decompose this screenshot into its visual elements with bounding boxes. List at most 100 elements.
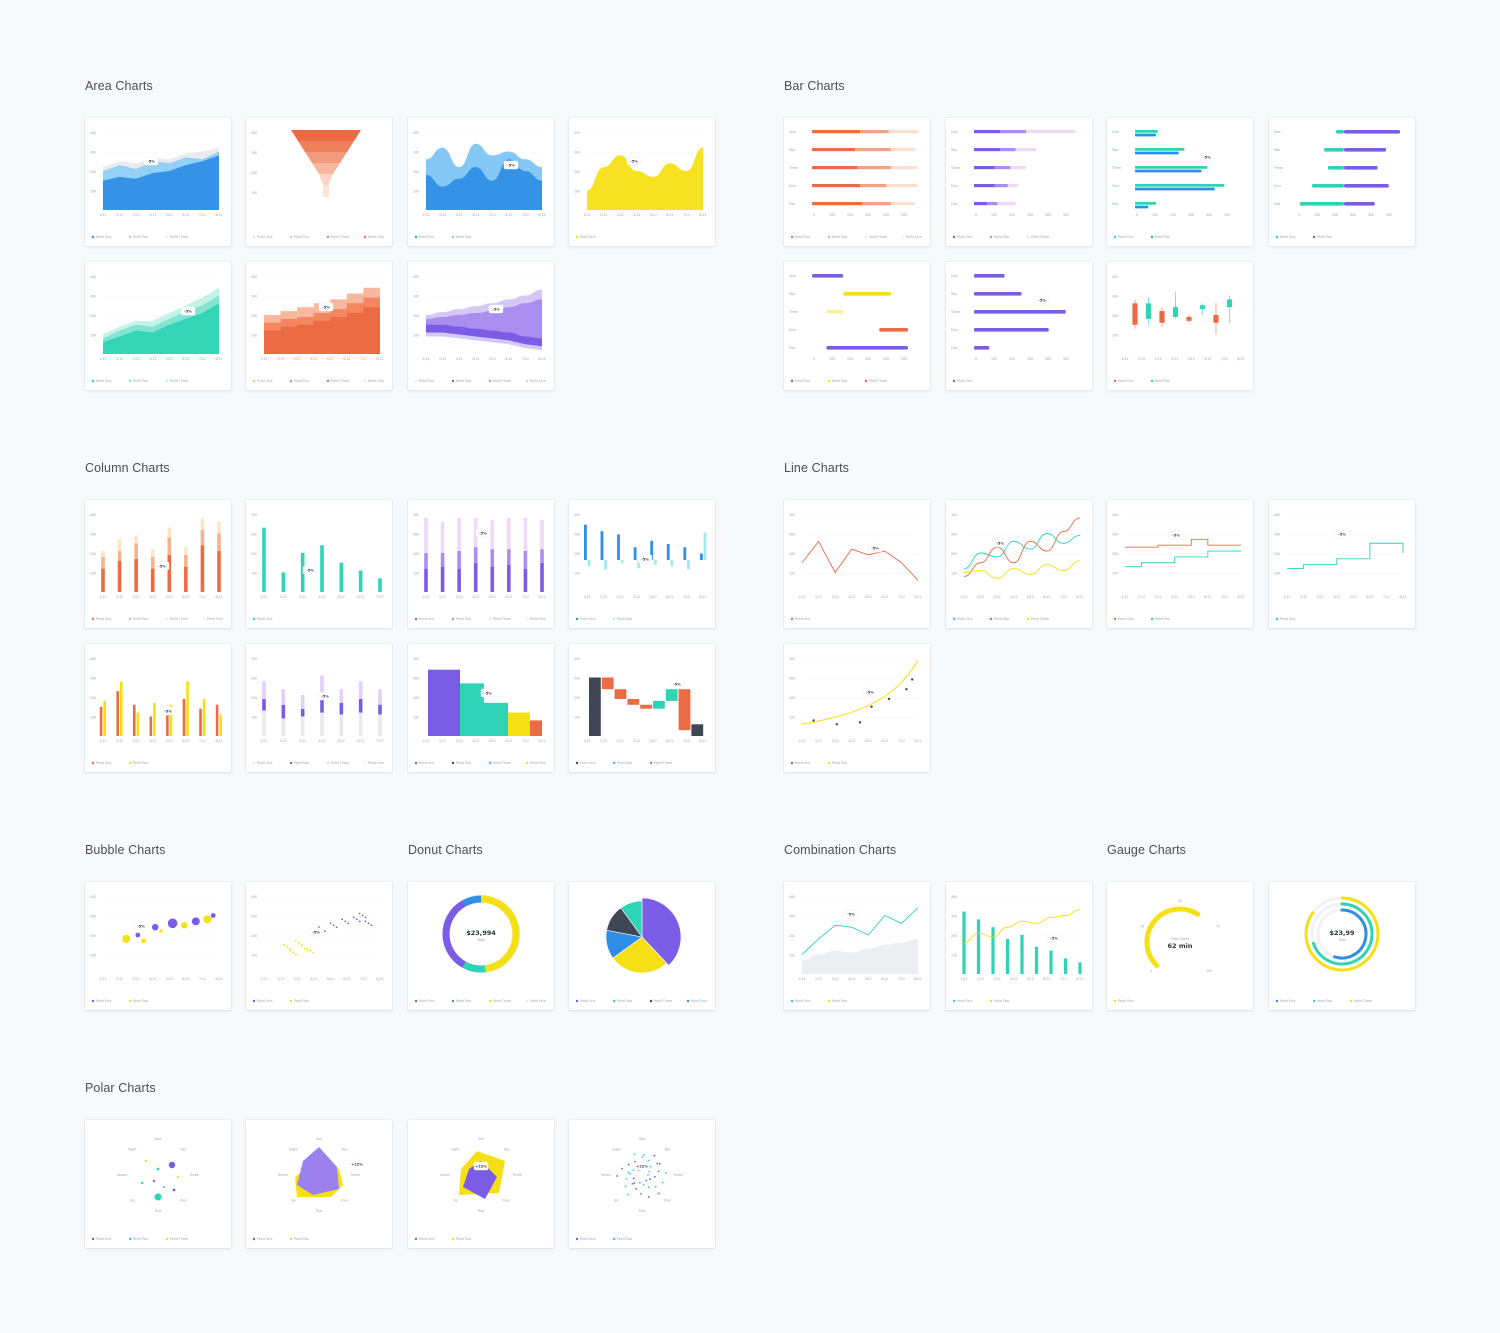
bar-chart-card[interactable]: One Two Three Four Five 0 100 200 300 400 500 -5% Po…	[1107, 118, 1253, 246]
candlestick-chart-card[interactable]: 400 300 200 100 1/12 2/12 3/12 4/12 5/12 6/12 7/12…	[1107, 262, 1253, 390]
bubble	[361, 914, 364, 917]
line-chart-card[interactable]: 400 300 200 100 1/12 2/12 3/12 4/12 5/12 6/12 7/12…	[946, 500, 1092, 628]
x-tick-label: 3/12	[456, 739, 463, 743]
funnel-chart-card[interactable]: 400 300 200 100 Point One Point Two Point Thre…	[246, 118, 392, 246]
polar-axis-label: Six	[614, 1198, 619, 1202]
legend-swatch	[525, 761, 529, 765]
x-tick-label: 2/12	[977, 595, 984, 599]
diverging-bar-chart-card[interactable]: One Two Three Four Five 0 100 200 300 400 500 Point…	[1269, 118, 1415, 246]
step-line-chart-card[interactable]: 400 300 200 100 1/12 2/12 3/12 4/12 5/12 6/12 7/12…	[1107, 500, 1253, 628]
y-tick-label: 300	[574, 533, 580, 537]
column-secondary	[687, 560, 690, 570]
waterfall-chart-card[interactable]: 400 300 200 100 1/12 2/12 3/12 4/12 5/12 6/12 7/12…	[569, 644, 715, 772]
tooltip-value: -5%	[484, 692, 492, 696]
bubble	[341, 918, 344, 921]
x-tick-label: 1/12	[583, 213, 590, 217]
legend-label: Point Four	[530, 761, 547, 765]
x-tick-label: 2/12	[277, 357, 284, 361]
column-chart-card[interactable]: 400 300 200 100 1/12 2/12 3/12 4/12 5/12 6/12 7/12…	[408, 500, 554, 628]
line-chart-card[interactable]: 400 300 200 100 1/12 2/12 3/12 4/12 5/12 6/12 7/12…	[784, 500, 930, 628]
radial-gauge-chart-card[interactable]: $23,99 Total Point One Point Two Point Three	[1269, 882, 1415, 1010]
bubble-chart-card[interactable]: 400 300 200 100 1/12 2/12 3/12 4/12 5/12 6/12 7/12…	[246, 882, 392, 1010]
x-tick-label: 6/12	[343, 357, 350, 361]
area-chart-card[interactable]: 400 300 200 100 1/12 2/12 3/12 4/12 5/12 6/12 7/12…	[85, 262, 231, 390]
x-tick-label: 6/12	[182, 977, 189, 981]
tooltip-box	[1034, 295, 1050, 305]
combination-chart-card[interactable]: 400 300 200 100 1/12 2/12 3/12 4/12 5/12 6/12 7/12…	[784, 882, 930, 1010]
polar-axis-label: Six	[291, 1198, 296, 1202]
x-tick-label: 1/12	[1283, 595, 1290, 599]
legend-swatch	[252, 761, 256, 765]
column-chart-card[interactable]: 400 300 200 100 1/12 2/12 3/12 4/12 5/12 6/12 7/12…	[85, 500, 231, 628]
polar-point	[648, 1170, 651, 1173]
tooltip-value: -5%	[321, 695, 329, 699]
legend-label: Point Two	[456, 379, 471, 383]
gauge-value: 62 min	[1168, 942, 1193, 950]
bar	[1135, 148, 1185, 151]
column	[166, 712, 169, 736]
polar-point	[639, 1181, 641, 1184]
x-tick-label: 8/12	[376, 977, 383, 981]
column-positive	[600, 531, 604, 560]
y-tick-label: 100	[90, 334, 96, 338]
x-tick-label: 3/12	[832, 595, 839, 599]
polar-chart-card[interactable]: One Two Three Four Five Six Seven Eight Point On…	[85, 1120, 231, 1248]
x-tick-label: 4/12	[318, 739, 325, 743]
column-chart-card[interactable]: 400 300 200 100 1/12 2/12 3/12 4/12 5/12 6/12 7/12…	[569, 500, 715, 628]
ring-fill	[1311, 902, 1374, 966]
bar-chart-card[interactable]: One Two Three Four Five 0 100 200 300 400 500 -5% Po…	[946, 262, 1092, 390]
y-tick-label: 400	[1112, 513, 1118, 517]
bubble	[152, 924, 159, 931]
gauge-chart-card[interactable]: 0 25 50 75 100 Time Spent 62 min Point One	[1107, 882, 1253, 1010]
donut-chart-card[interactable]: $23,994 Total Point One Point Two Point Thre…	[408, 882, 554, 1010]
y-tick-label: 300	[1112, 295, 1118, 299]
column-segment	[167, 554, 172, 592]
histogram-chart-card[interactable]: 400 300 200 100 1/12 2/12 3/12 4/12 5/12 6/12 7/12…	[408, 644, 554, 772]
step-area-chart-card[interactable]: 400 300 200 100 1/12 2/12 3/12 4/12 5/12 6/12 7/12…	[246, 262, 392, 390]
column	[300, 553, 305, 592]
bar-chart-card[interactable]: One Two Three Four Five 0 100 200 300 400 500 Point…	[946, 118, 1092, 246]
chart-svg: 400 300 200 100 1/12 2/12 3/12 4/12 5/12 6/12 7/12…	[251, 513, 384, 621]
pie-chart-card[interactable]: Point One Point Two Point Three Point Four	[569, 882, 715, 1010]
legend-swatch	[827, 235, 831, 239]
bar	[1000, 148, 1016, 152]
polar-axis-label: Two	[340, 1148, 347, 1152]
x-tick-label: 400	[1045, 213, 1051, 217]
combination-chart-card[interactable]: 400 300 200 100 1/12 2/12 3/12 4/12 5/12 6/12 7/12…	[946, 882, 1092, 1010]
legend-swatch	[252, 379, 256, 383]
polar-chart-card[interactable]: One Two Three Four Five Six Seven Eight +22% Poin…	[569, 1120, 715, 1248]
column-segment	[167, 537, 172, 555]
y-tick-label: 300	[413, 295, 419, 299]
legend-swatch	[289, 1237, 293, 1241]
column-chart-card[interactable]: 400 300 200 100 1/12 2/12 3/12 4/12 5/12 6/12 7/12…	[85, 644, 231, 772]
area-chart-card[interactable]: 400 300 200 100 1/12 2/12 3/12 4/12 5/12 6/12 7/12…	[408, 118, 554, 246]
y-tick-label: 100	[90, 572, 96, 576]
stream-area-chart-card[interactable]: 400 300 200 100 1/12 2/12 3/12 4/12 5/12 6/12 7/12…	[408, 262, 554, 390]
legend-label: Point Four	[530, 617, 547, 621]
bar	[891, 148, 916, 152]
bar-chart-card[interactable]: One Two Three Four Five 0 100 200 300 400 500 Point…	[784, 118, 930, 246]
bubble-chart-card[interactable]: 400 300 200 100 1/12 2/12 3/12 4/12 5/12 6/12 7/12…	[85, 882, 231, 1010]
x-tick-label: 2/12	[439, 213, 446, 217]
step-line-chart-card[interactable]: 400 300 200 100 1/12 2/12 3/12 4/12 5/12 6/12 7/12…	[1269, 500, 1415, 628]
legend-label: Point Two	[294, 379, 309, 383]
polar-chart-card[interactable]: One Two Three Four Five Six Seven Eight +22% Poin…	[408, 1120, 554, 1248]
legend-label: Point One	[96, 999, 111, 1003]
chart-svg: 400 300 200 100 1/12 2/12 3/12 4/12 5/12 6/12 7/12…	[789, 657, 922, 765]
column-chart-card[interactable]: 400 300 200 100 1/12 2/12 3/12 4/12 5/12 6/12 7/12…	[246, 500, 392, 628]
legend-swatch	[252, 1237, 256, 1241]
x-tick-label: 4/12	[848, 739, 855, 743]
tooltip-value: +22%	[351, 1163, 363, 1167]
range-bar-chart-card[interactable]: One Two Three Four Five 0 100 200 300 400 500 Point…	[784, 262, 930, 390]
bar-category-label: Five	[1274, 202, 1280, 206]
polar-chart-card[interactable]: One Two Three Four Five Six Seven Eight +22% Poin…	[246, 1120, 392, 1248]
area-chart-card[interactable]: 400 300 200 100 1/12 2/12 3/12 4/12 5/12 6/12 7/12…	[85, 118, 231, 246]
bar-category-label: Five	[789, 202, 795, 206]
trend-line-chart-card[interactable]: 400 300 200 100 1/12 2/12 3/12 4/12 5/12 6/12 7/12…	[784, 644, 930, 772]
column-chart-card[interactable]: 400 300 200 100 1/12 2/12 3/12 4/12 5/12 6/12 7/12…	[246, 644, 392, 772]
x-tick-label: 2/12	[600, 595, 607, 599]
x-tick-label: 5/12	[650, 739, 657, 743]
column-segment	[262, 681, 266, 699]
polar-axis-label: Five	[639, 1209, 645, 1213]
area-chart-card[interactable]: 400 300 200 100 1/12 2/12 3/12 4/12 5/12 6/12 7/12…	[569, 118, 715, 246]
